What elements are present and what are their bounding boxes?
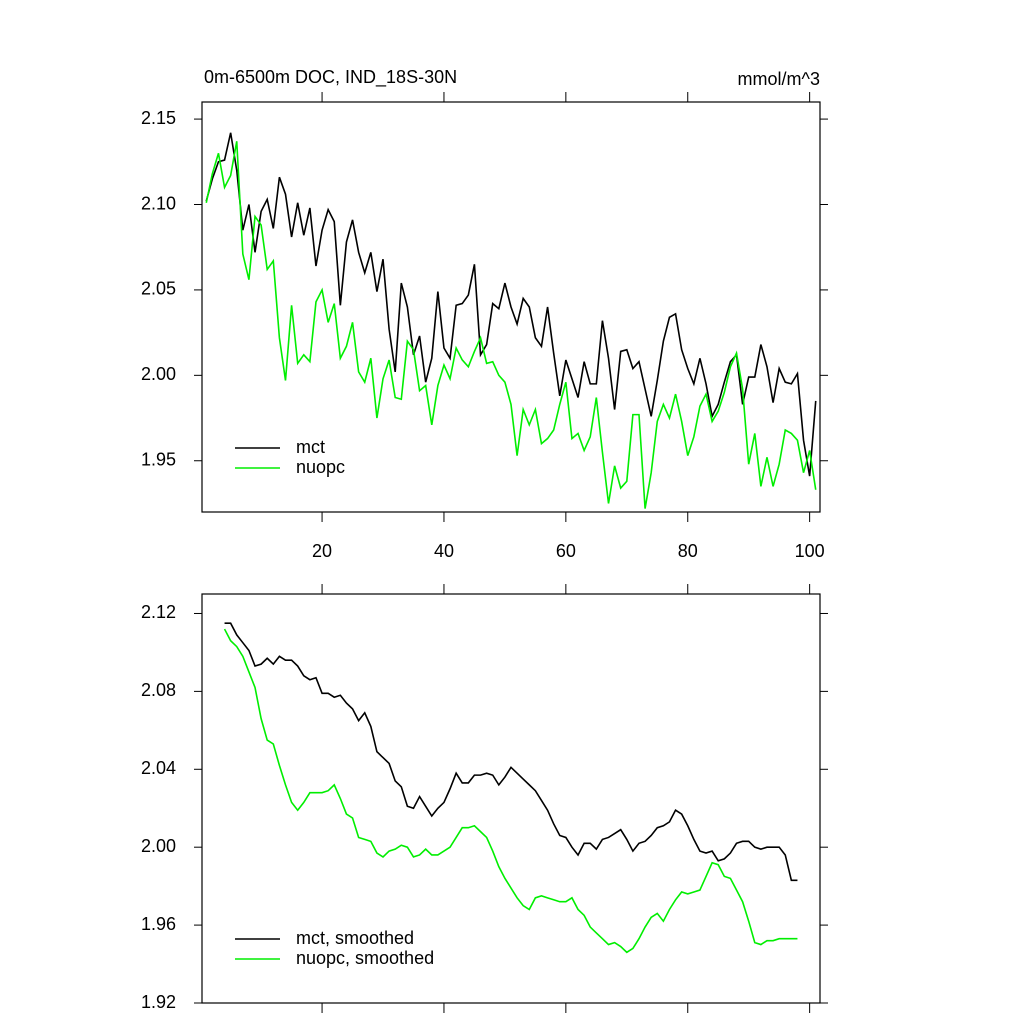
x-tick-label: 100 bbox=[795, 541, 825, 561]
legend-label: mct, smoothed bbox=[296, 928, 414, 948]
legend-label: nuopc bbox=[296, 457, 345, 477]
y-tick-label: 2.00 bbox=[141, 364, 176, 384]
series-line bbox=[205, 141, 817, 509]
x-tick-label: 60 bbox=[556, 541, 576, 561]
plot-frame bbox=[201, 593, 821, 1004]
y-tick-label: 2.00 bbox=[141, 836, 176, 856]
x-tick-label: 20 bbox=[312, 541, 332, 561]
legend-label: mct bbox=[296, 437, 325, 457]
y-tick-label: 2.05 bbox=[141, 279, 176, 299]
y-tick-label: 1.96 bbox=[141, 914, 176, 934]
chart-title: 0m-6500m DOC, IND_18S-30N bbox=[204, 67, 457, 88]
y-tick-label: 2.10 bbox=[141, 193, 176, 213]
legend-label: nuopc, smoothed bbox=[296, 948, 434, 968]
y-tick-label: 1.95 bbox=[141, 450, 176, 470]
x-tick-label: 80 bbox=[678, 541, 698, 561]
y-tick-label: 2.12 bbox=[141, 602, 176, 622]
units-label: mmol/m^3 bbox=[738, 69, 820, 89]
y-tick-label: 2.08 bbox=[141, 680, 176, 700]
y-tick-label: 1.92 bbox=[141, 992, 176, 1012]
series-line bbox=[205, 132, 817, 477]
y-tick-label: 2.15 bbox=[141, 108, 176, 128]
plot-frame bbox=[201, 101, 821, 513]
y-tick-label: 2.04 bbox=[141, 758, 176, 778]
x-tick-label: 40 bbox=[434, 541, 454, 561]
series-line bbox=[223, 628, 798, 954]
series-line bbox=[224, 622, 798, 882]
